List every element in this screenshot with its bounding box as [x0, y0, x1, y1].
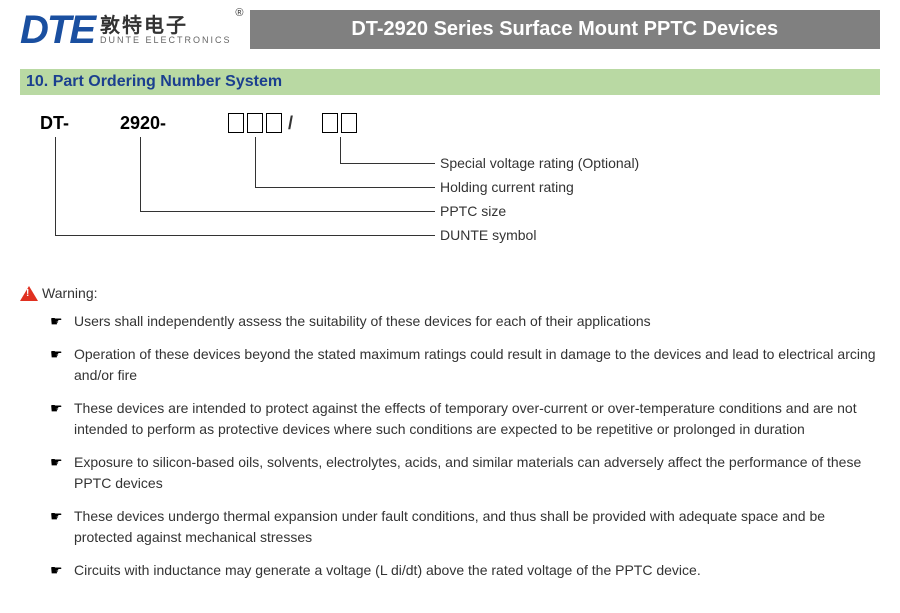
document-title-bar: DT-2920 Series Surface Mount PPTC Device…: [250, 10, 880, 49]
segment-size: 2920-: [120, 113, 166, 134]
callout-line: [255, 137, 256, 187]
callout-dunte-symbol: DUNTE symbol: [440, 227, 536, 243]
placeholder-boxes-hold-current: [228, 113, 282, 133]
logo-registered-mark: ®: [235, 7, 243, 19]
callout-line: [55, 235, 435, 236]
warning-icon: [20, 286, 38, 301]
segment-slash: /: [288, 113, 293, 134]
placeholder-box: [228, 113, 244, 133]
page-header: DTE ® 敦特电子 DUNTE ELECTRONICS DT-2920 Ser…: [20, 10, 880, 49]
placeholder-box: [247, 113, 263, 133]
warning-item: Users shall independently assess the sui…: [50, 311, 880, 332]
callout-line: [55, 137, 56, 235]
warning-item: Exposure to silicon-based oils, solvents…: [50, 452, 880, 494]
logo-block: DTE ® 敦特电子 DUNTE ELECTRONICS: [20, 13, 232, 47]
logo-en-subtext: DUNTE ELECTRONICS: [100, 36, 232, 45]
placeholder-box: [266, 113, 282, 133]
warning-heading: Warning:: [42, 285, 98, 301]
warning-item: Operation of these devices beyond the st…: [50, 344, 880, 386]
placeholder-box: [341, 113, 357, 133]
callout-holding-current: Holding current rating: [440, 179, 574, 195]
callout-pptc-size: PPTC size: [440, 203, 506, 219]
warning-item: These devices are intended to protect ag…: [50, 398, 880, 440]
logo-cn-text: 敦特电子: [100, 16, 232, 36]
placeholder-box: [322, 113, 338, 133]
callout-line: [255, 187, 435, 188]
part-number-diagram: DT- 2920- / Special voltage rating (Opti…: [40, 113, 880, 273]
section-heading: 10. Part Ordering Number System: [20, 69, 880, 95]
warning-list: Users shall independently assess the sui…: [20, 311, 880, 581]
callout-line: [140, 137, 141, 211]
warning-heading-row: Warning:: [20, 285, 880, 301]
warning-section: Warning: Users shall independently asses…: [20, 285, 880, 581]
warning-item: Circuits with inductance may generate a …: [50, 560, 880, 581]
logo-mark: DTE: [20, 13, 94, 47]
callout-line: [340, 137, 341, 163]
segment-prefix: DT-: [40, 113, 69, 134]
placeholder-boxes-voltage: [322, 113, 357, 133]
warning-item: These devices undergo thermal expansion …: [50, 506, 880, 548]
callout-line: [340, 163, 435, 164]
callout-line: [140, 211, 435, 212]
callout-voltage: Special voltage rating (Optional): [440, 155, 639, 171]
logo-cn-block: 敦特电子 DUNTE ELECTRONICS: [100, 16, 232, 47]
